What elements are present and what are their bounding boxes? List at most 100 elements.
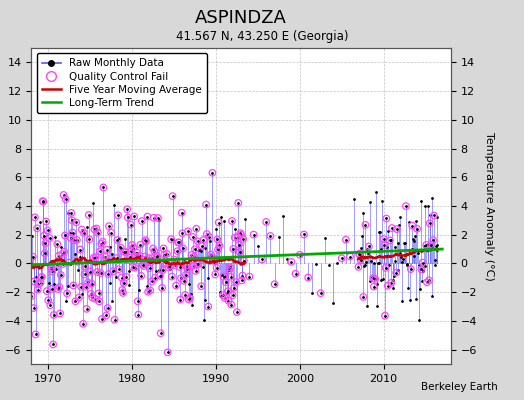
Point xyxy=(68,217,76,224)
Point xyxy=(33,225,41,232)
Point xyxy=(417,266,425,272)
Point xyxy=(354,264,363,270)
Point xyxy=(78,226,86,233)
Point xyxy=(300,231,308,238)
Point xyxy=(159,245,168,252)
Point xyxy=(76,246,84,253)
Point xyxy=(214,219,223,226)
Point xyxy=(60,248,69,255)
Point xyxy=(392,270,400,276)
Point xyxy=(44,297,52,304)
Legend: Raw Monthly Data, Quality Control Fail, Five Year Moving Average, Long-Term Tren: Raw Monthly Data, Quality Control Fail, … xyxy=(37,53,207,113)
Point xyxy=(29,305,38,311)
Point xyxy=(402,203,410,209)
Point xyxy=(82,306,91,312)
Point xyxy=(258,256,266,263)
Point xyxy=(95,298,103,304)
Point xyxy=(222,279,230,285)
Point xyxy=(287,259,296,265)
Point xyxy=(191,246,199,252)
Point xyxy=(126,221,135,228)
Point xyxy=(122,249,130,255)
Point xyxy=(158,285,166,291)
Point xyxy=(92,254,100,260)
Point xyxy=(210,258,219,264)
Point xyxy=(197,283,205,290)
Point xyxy=(425,220,434,226)
Point xyxy=(208,170,216,176)
Point xyxy=(235,249,244,255)
Point xyxy=(84,279,92,286)
Point xyxy=(69,229,77,236)
Point xyxy=(190,253,199,260)
Point xyxy=(140,263,148,269)
Point xyxy=(48,286,56,292)
Point xyxy=(119,290,127,296)
Point xyxy=(72,219,80,226)
Point xyxy=(52,261,61,267)
Point xyxy=(380,242,388,248)
Point xyxy=(388,225,396,231)
Point xyxy=(145,265,154,271)
Point xyxy=(115,266,123,272)
Point xyxy=(118,287,126,293)
Point xyxy=(178,230,187,236)
Point xyxy=(101,254,110,260)
Point xyxy=(229,246,237,252)
Point xyxy=(139,257,147,263)
Point xyxy=(159,267,167,273)
Point xyxy=(227,301,235,308)
Text: 41.567 N, 43.250 E (Georgia): 41.567 N, 43.250 E (Georgia) xyxy=(176,30,348,43)
Point xyxy=(371,276,379,282)
Point xyxy=(239,236,247,242)
Point xyxy=(228,218,236,224)
Point xyxy=(379,236,388,242)
Point xyxy=(88,294,96,300)
Point xyxy=(181,292,189,298)
Point xyxy=(128,264,137,270)
Point xyxy=(48,268,57,275)
Point xyxy=(149,245,157,252)
Point xyxy=(407,266,415,272)
Point xyxy=(140,253,149,260)
Point xyxy=(238,272,247,279)
Point xyxy=(187,252,195,258)
Point xyxy=(356,257,365,263)
Point xyxy=(84,212,93,218)
Point xyxy=(224,288,232,294)
Point xyxy=(134,298,142,304)
Point xyxy=(176,296,184,303)
Point xyxy=(65,259,73,266)
Point xyxy=(104,271,113,277)
Point xyxy=(98,316,106,322)
Text: Berkeley Earth: Berkeley Earth xyxy=(421,382,498,392)
Point xyxy=(99,184,107,191)
Point xyxy=(69,282,78,289)
Point xyxy=(337,255,346,262)
Point xyxy=(208,254,216,260)
Point xyxy=(184,296,193,303)
Point xyxy=(85,236,94,243)
Point xyxy=(213,236,222,242)
Point xyxy=(220,273,228,280)
Point xyxy=(111,317,119,323)
Point xyxy=(101,258,109,264)
Point xyxy=(143,213,151,220)
Point xyxy=(172,282,180,289)
Point xyxy=(219,292,227,298)
Point xyxy=(291,270,300,277)
Point xyxy=(82,284,90,290)
Point xyxy=(386,237,394,244)
Point xyxy=(423,279,431,286)
Point xyxy=(114,212,122,218)
Point xyxy=(117,244,125,251)
Point xyxy=(40,250,49,256)
Point xyxy=(270,281,279,288)
Point xyxy=(93,269,101,275)
Point xyxy=(266,233,275,239)
Point xyxy=(356,252,364,258)
Point xyxy=(262,219,270,225)
Point xyxy=(226,274,235,280)
Point xyxy=(365,243,373,250)
Point xyxy=(209,255,217,261)
